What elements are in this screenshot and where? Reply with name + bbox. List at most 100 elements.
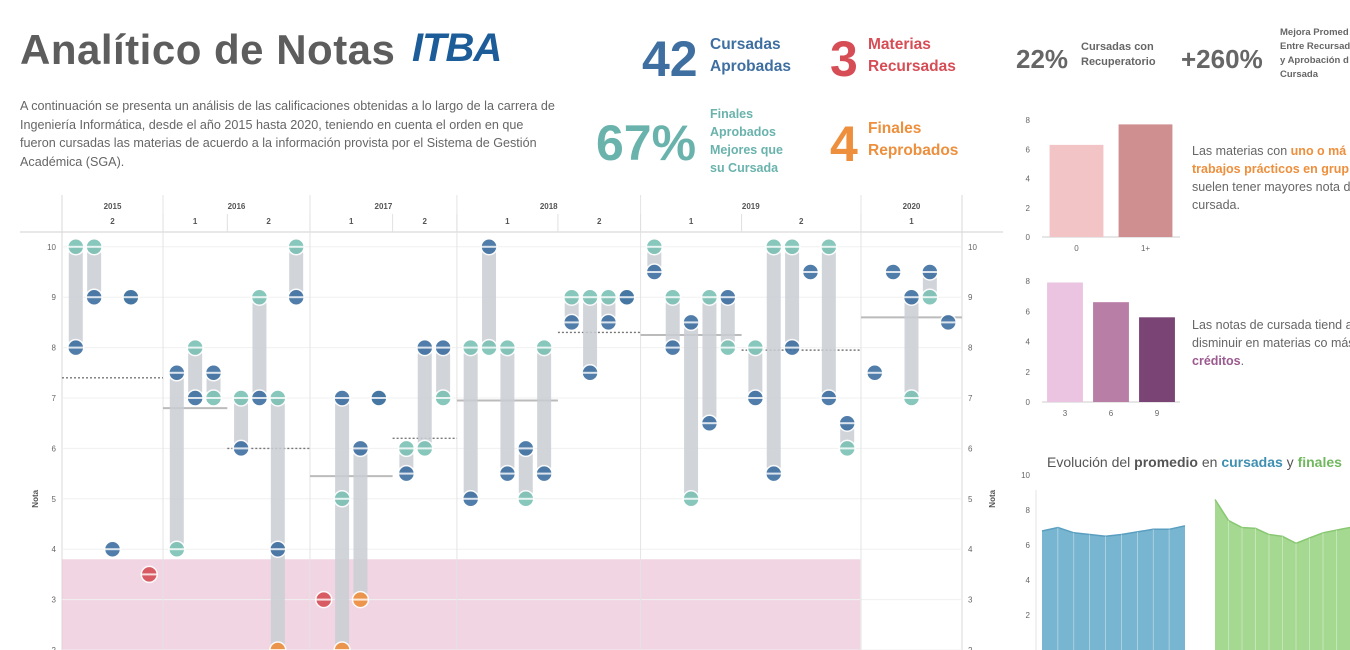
- y-axis-label: Nota: [988, 489, 997, 507]
- cursada-point-band: [664, 346, 681, 349]
- grade-connector: [748, 347, 763, 398]
- year-label: 2015: [104, 202, 122, 211]
- kpi-label-line: Cursadas: [710, 36, 781, 53]
- final-point-band: [416, 447, 433, 450]
- y-tick-label: 8: [968, 344, 973, 353]
- kpi-label-line: Mejora Promed: [1280, 27, 1349, 38]
- kpi-materias-recursadas-label: Materias Recursadas: [868, 34, 988, 78]
- y-tick-label: 4: [1026, 175, 1031, 184]
- grades-scatter-chart: 2 2 3 3 4 4 5 5 6 6 7 7 8 8 9 9 10 10 Nota Nota 2 2015 1 2 2016 1…: [20, 195, 1003, 650]
- kpi-recuperatorio-label: Cursadas con Recuperatorio: [1081, 40, 1181, 70]
- grade-connector: [353, 448, 368, 600]
- x-tick-label: 0: [1074, 244, 1079, 253]
- final-point-band: [563, 296, 580, 299]
- kpi-label-line: Finales: [868, 120, 922, 137]
- grade-connector: [234, 398, 249, 449]
- grade-connector: [482, 246, 497, 348]
- final-point-band: [499, 346, 516, 349]
- final-point-band: [765, 245, 782, 248]
- kpi-label-line: Finales: [710, 107, 754, 121]
- y-tick-label: 8: [1026, 277, 1031, 286]
- x-tick-label: 1+: [1141, 244, 1150, 253]
- kpi-finales-reprobados-value: 4: [830, 116, 858, 172]
- evolution-area-chart: 2 4 6 8 10: [1021, 471, 1350, 650]
- kpi-label-line: Cursada: [1280, 69, 1319, 80]
- y-tick-label: 6: [1026, 307, 1031, 316]
- grade-connector: [68, 246, 83, 348]
- bar: [1118, 124, 1173, 237]
- final-point-band: [288, 245, 305, 248]
- kpi-finales-reprobados-label: Finales Reprobados: [868, 118, 988, 162]
- grade-connector: [518, 448, 533, 499]
- cursada-point-band: [940, 321, 957, 324]
- grade-connector: [537, 347, 552, 474]
- year-label: 2020: [903, 202, 921, 211]
- y-tick-label: 4: [968, 545, 973, 554]
- kpi-cursadas-aprobadas-label: Cursadas Aprobadas: [710, 34, 820, 78]
- y-axis-label: Nota: [31, 489, 40, 507]
- final-point-band: [67, 245, 84, 248]
- cursada-point-band: [582, 371, 599, 374]
- page-title: Analítico de Notas: [20, 26, 396, 73]
- practical-works-bar-chart: 0 2 4 6 8 0 1+: [1026, 116, 1180, 253]
- final-point-band: [683, 497, 700, 500]
- cursada-point-band: [122, 296, 139, 299]
- final-point-band: [187, 346, 204, 349]
- grade-connector: [785, 246, 800, 348]
- cursada-point-band: [618, 296, 635, 299]
- y-tick-label: 7: [52, 394, 57, 403]
- cursada-point-band: [701, 422, 718, 425]
- cursada-point-band: [802, 271, 819, 273]
- evo-text: y: [1282, 454, 1298, 470]
- cursada-point-band: [747, 397, 764, 399]
- y-tick-label: 8: [52, 344, 57, 353]
- final-point-band: [921, 296, 938, 299]
- cursada-point-band: [600, 321, 617, 324]
- cursadas-area: [1042, 525, 1185, 650]
- cursada-point-band: [820, 397, 837, 399]
- kpi-cursadas-aprobadas-value: 42: [642, 31, 698, 87]
- y-tick-label: 6: [1026, 145, 1031, 154]
- grade-connector: [821, 246, 836, 398]
- semester-label: 1: [505, 217, 510, 226]
- evo-finales: finales: [1297, 454, 1342, 470]
- kpi-label-line: Recuperatorio: [1081, 56, 1156, 68]
- y-tick-label: 10: [1021, 471, 1030, 480]
- cursada-point-band: [168, 371, 185, 374]
- y-tick-label: 2: [1026, 611, 1031, 620]
- final-reprobado-point: [269, 641, 287, 650]
- semester-label: 2: [597, 217, 602, 226]
- grade-connector: [500, 347, 515, 474]
- y-tick-label: 5: [52, 495, 57, 504]
- y-tick-label: 2: [1026, 204, 1031, 213]
- bar: [1047, 282, 1083, 402]
- kpi-label-line: Aprobadas: [710, 58, 791, 75]
- cursada-point-band: [719, 296, 736, 299]
- evo-text: Evolución del: [1047, 454, 1135, 470]
- cursada-point-band: [646, 271, 663, 273]
- grade-connector: [188, 347, 203, 398]
- grade-connector: [684, 322, 699, 499]
- kpi-recuperatorio-value: 22%: [1016, 44, 1069, 74]
- credits-bar-chart: 0 2 4 6 8 3 6 9: [1026, 277, 1180, 418]
- semester-label: 1: [349, 217, 354, 226]
- y-tick-label: 9: [52, 293, 57, 302]
- final-point-band: [839, 447, 856, 450]
- kpi-label-line: Aprobados: [710, 125, 776, 139]
- y-tick-label: 5: [968, 495, 973, 504]
- cursada-point-band: [885, 271, 902, 273]
- cursada-point-band: [233, 447, 250, 450]
- final-point-band: [269, 397, 286, 399]
- cursada-point-band: [435, 346, 452, 349]
- grade-connector: [463, 347, 478, 499]
- y-tick-label: 3: [968, 596, 973, 605]
- y-tick-label: 2: [52, 646, 57, 650]
- evo-cursadas: cursadas: [1221, 454, 1283, 470]
- cursada-point-band: [903, 296, 920, 299]
- semester-label: 1: [909, 217, 914, 226]
- kpi-label-line: Entre Recursad: [1280, 41, 1350, 52]
- final-point-band: [646, 245, 663, 248]
- cursada-point-band: [187, 397, 204, 399]
- cursada-point-band: [563, 321, 580, 324]
